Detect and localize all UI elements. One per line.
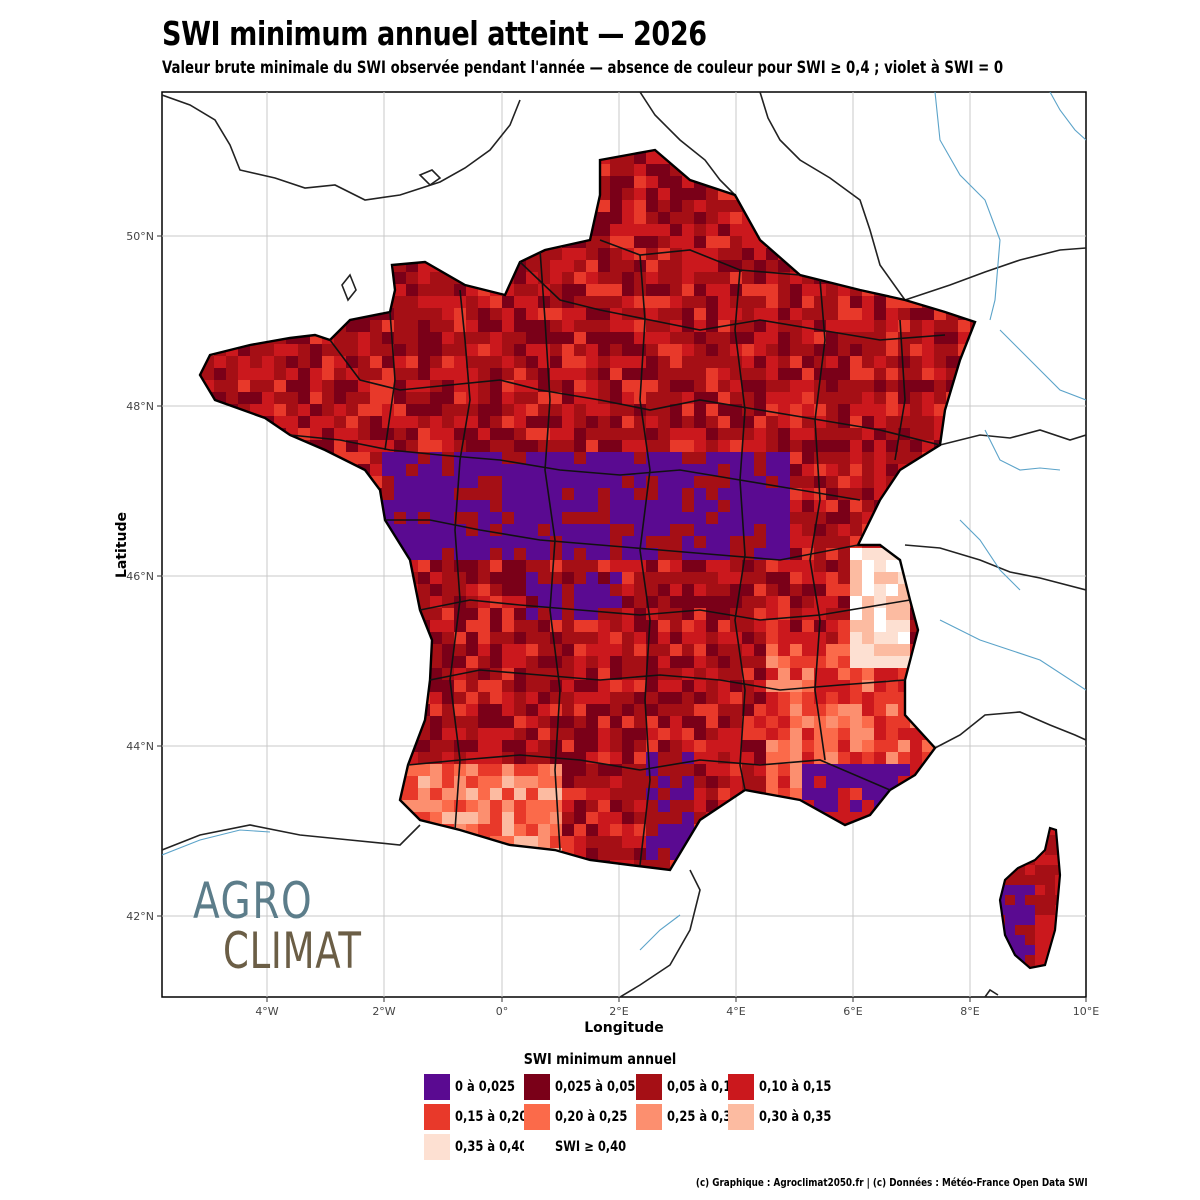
map-title: SWI minimum annuel atteint — 2026 (162, 14, 707, 53)
neighbour-borders (162, 92, 1086, 997)
agroclimat-logo: AGRO CLIMAT (193, 872, 361, 982)
x-tick-label: 2°W (372, 1005, 395, 1018)
legend-item: 0,025 à 0,05 (524, 1074, 653, 1100)
logo-line1: AGRO (193, 872, 314, 930)
legend-swatch (636, 1074, 662, 1100)
legend-label: 0,15 à 0,20 (455, 1109, 528, 1125)
y-tick-label: 50°N (126, 230, 154, 243)
legend-label: 0,20 à 0,25 (555, 1109, 628, 1125)
rivers (162, 92, 1086, 951)
legend-item: 0,05 à 0,10 (636, 1074, 755, 1100)
credit-line: (c) Graphique : Agroclimat2050.fr | (c) … (696, 1176, 1088, 1189)
department-borders (289, 239, 946, 866)
legend-swatch (524, 1134, 550, 1160)
x-axis: 4°W 2°W 0° 2°E 4°E 6°E 8°E 10°E (255, 997, 1099, 1018)
legend-item: 0,15 à 0,20 (424, 1104, 543, 1130)
logo-line2: CLIMAT (223, 922, 362, 980)
x-tick-label: 4°E (726, 1005, 745, 1018)
legend-item: 0,10 à 0,15 (728, 1074, 847, 1100)
legend-item: 0,20 à 0,25 (524, 1104, 643, 1130)
legend: 0 à 0,025 0,025 à 0,05 0,05 à 0,10 0,10 à 0… (424, 1074, 864, 1164)
legend-item: 0,25 à 0,30 (636, 1104, 755, 1130)
legend-label: 0,35 à 0,40 (455, 1139, 528, 1155)
legend-item: 0 à 0,025 (424, 1074, 528, 1100)
legend-swatch (524, 1074, 550, 1100)
x-tick-label: 8°E (960, 1005, 979, 1018)
legend-title: SWI minimum annuel (523, 1050, 677, 1068)
legend-item: 0,30 à 0,35 (728, 1104, 847, 1130)
legend-label: 0,30 à 0,35 (759, 1109, 832, 1125)
legend-label: 0,025 à 0,05 (555, 1079, 636, 1095)
x-tick-label: 4°W (255, 1005, 278, 1018)
x-axis-label: Longitude (584, 1020, 664, 1036)
legend-swatch (728, 1104, 754, 1130)
x-tick-label: 6°E (843, 1005, 862, 1018)
legend-swatch (728, 1074, 754, 1100)
legend-swatch (424, 1104, 450, 1130)
y-tick-label: 42°N (126, 910, 154, 923)
legend-item: SWI ≥ 0,40 (524, 1134, 642, 1160)
legend-item: 0,35 à 0,40 (424, 1134, 543, 1160)
legend-label: 0,05 à 0,10 (667, 1079, 740, 1095)
x-tick-label: 0° (496, 1005, 509, 1018)
x-tick-label: 10°E (1073, 1005, 1099, 1018)
x-tick-label: 2°E (609, 1005, 628, 1018)
legend-label: SWI ≥ 0,40 (555, 1139, 627, 1155)
y-tick-label: 46°N (126, 570, 154, 583)
legend-swatch (636, 1104, 662, 1130)
legend-label: 0 à 0,025 (455, 1079, 516, 1095)
legend-label: 0,25 à 0,30 (667, 1109, 740, 1125)
map-subtitle: Valeur brute minimale du SWI observée pe… (162, 58, 1004, 78)
y-axis: 42°N 44°N 46°N 48°N 50°N (126, 230, 162, 923)
y-axis-label: Latitude (114, 512, 130, 578)
legend-swatch (424, 1134, 450, 1160)
legend-swatch (524, 1104, 550, 1130)
y-tick-label: 48°N (126, 400, 154, 413)
corse-outline (998, 826, 1062, 970)
legend-swatch (424, 1074, 450, 1100)
y-tick-label: 44°N (126, 740, 154, 753)
legend-label: 0,10 à 0,15 (759, 1079, 832, 1095)
